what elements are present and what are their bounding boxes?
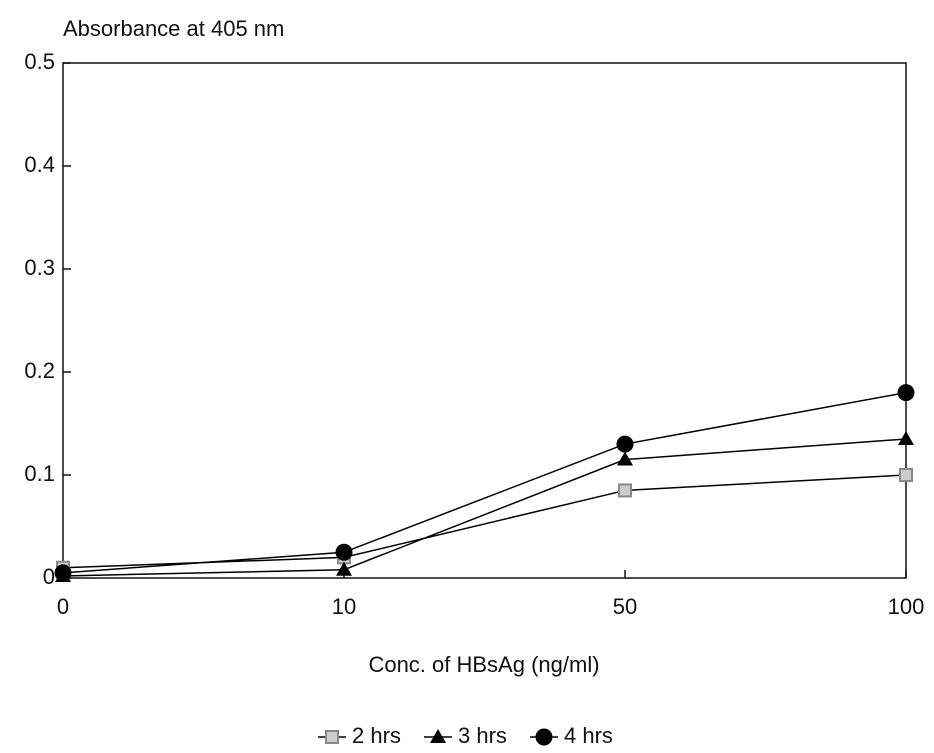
- series-line: [62, 438, 907, 577]
- legend-marker: [325, 730, 339, 744]
- data-point: [899, 468, 913, 482]
- series-line: [62, 474, 907, 569]
- x-tick-label: 10: [332, 594, 356, 619]
- data-point: [335, 543, 353, 561]
- plot-frame: [62, 62, 907, 579]
- y-tick-label: 0: [43, 564, 55, 589]
- legend-marker: [535, 728, 553, 746]
- y-tick-label: 0.4: [24, 152, 55, 177]
- data-point: [617, 451, 633, 466]
- x-tick-label: 0: [57, 594, 69, 619]
- y-tick-label: 0.5: [24, 49, 55, 74]
- data-point: [336, 561, 352, 576]
- chart-title: Absorbance at 405 nm: [63, 16, 284, 41]
- legend-label: 4 hrs: [564, 723, 613, 748]
- y-tick-label: 0.2: [24, 358, 55, 383]
- data-point: [616, 435, 634, 453]
- legend-label: 3 hrs: [458, 723, 507, 748]
- y-tick-label: 0.3: [24, 255, 55, 280]
- data-point: [898, 430, 914, 445]
- legend-marker: [430, 729, 446, 743]
- data-point: [54, 564, 72, 582]
- data-point: [618, 483, 632, 498]
- data-point: [897, 384, 915, 402]
- series-line: [62, 391, 907, 574]
- legend-label: 2 hrs: [352, 723, 401, 748]
- x-tick-label: 50: [613, 594, 637, 619]
- x-axis-label: Conc. of HBsAg (ng/ml): [368, 652, 599, 677]
- x-tick-label: 100: [888, 594, 925, 619]
- y-tick-label: 0.1: [24, 461, 55, 486]
